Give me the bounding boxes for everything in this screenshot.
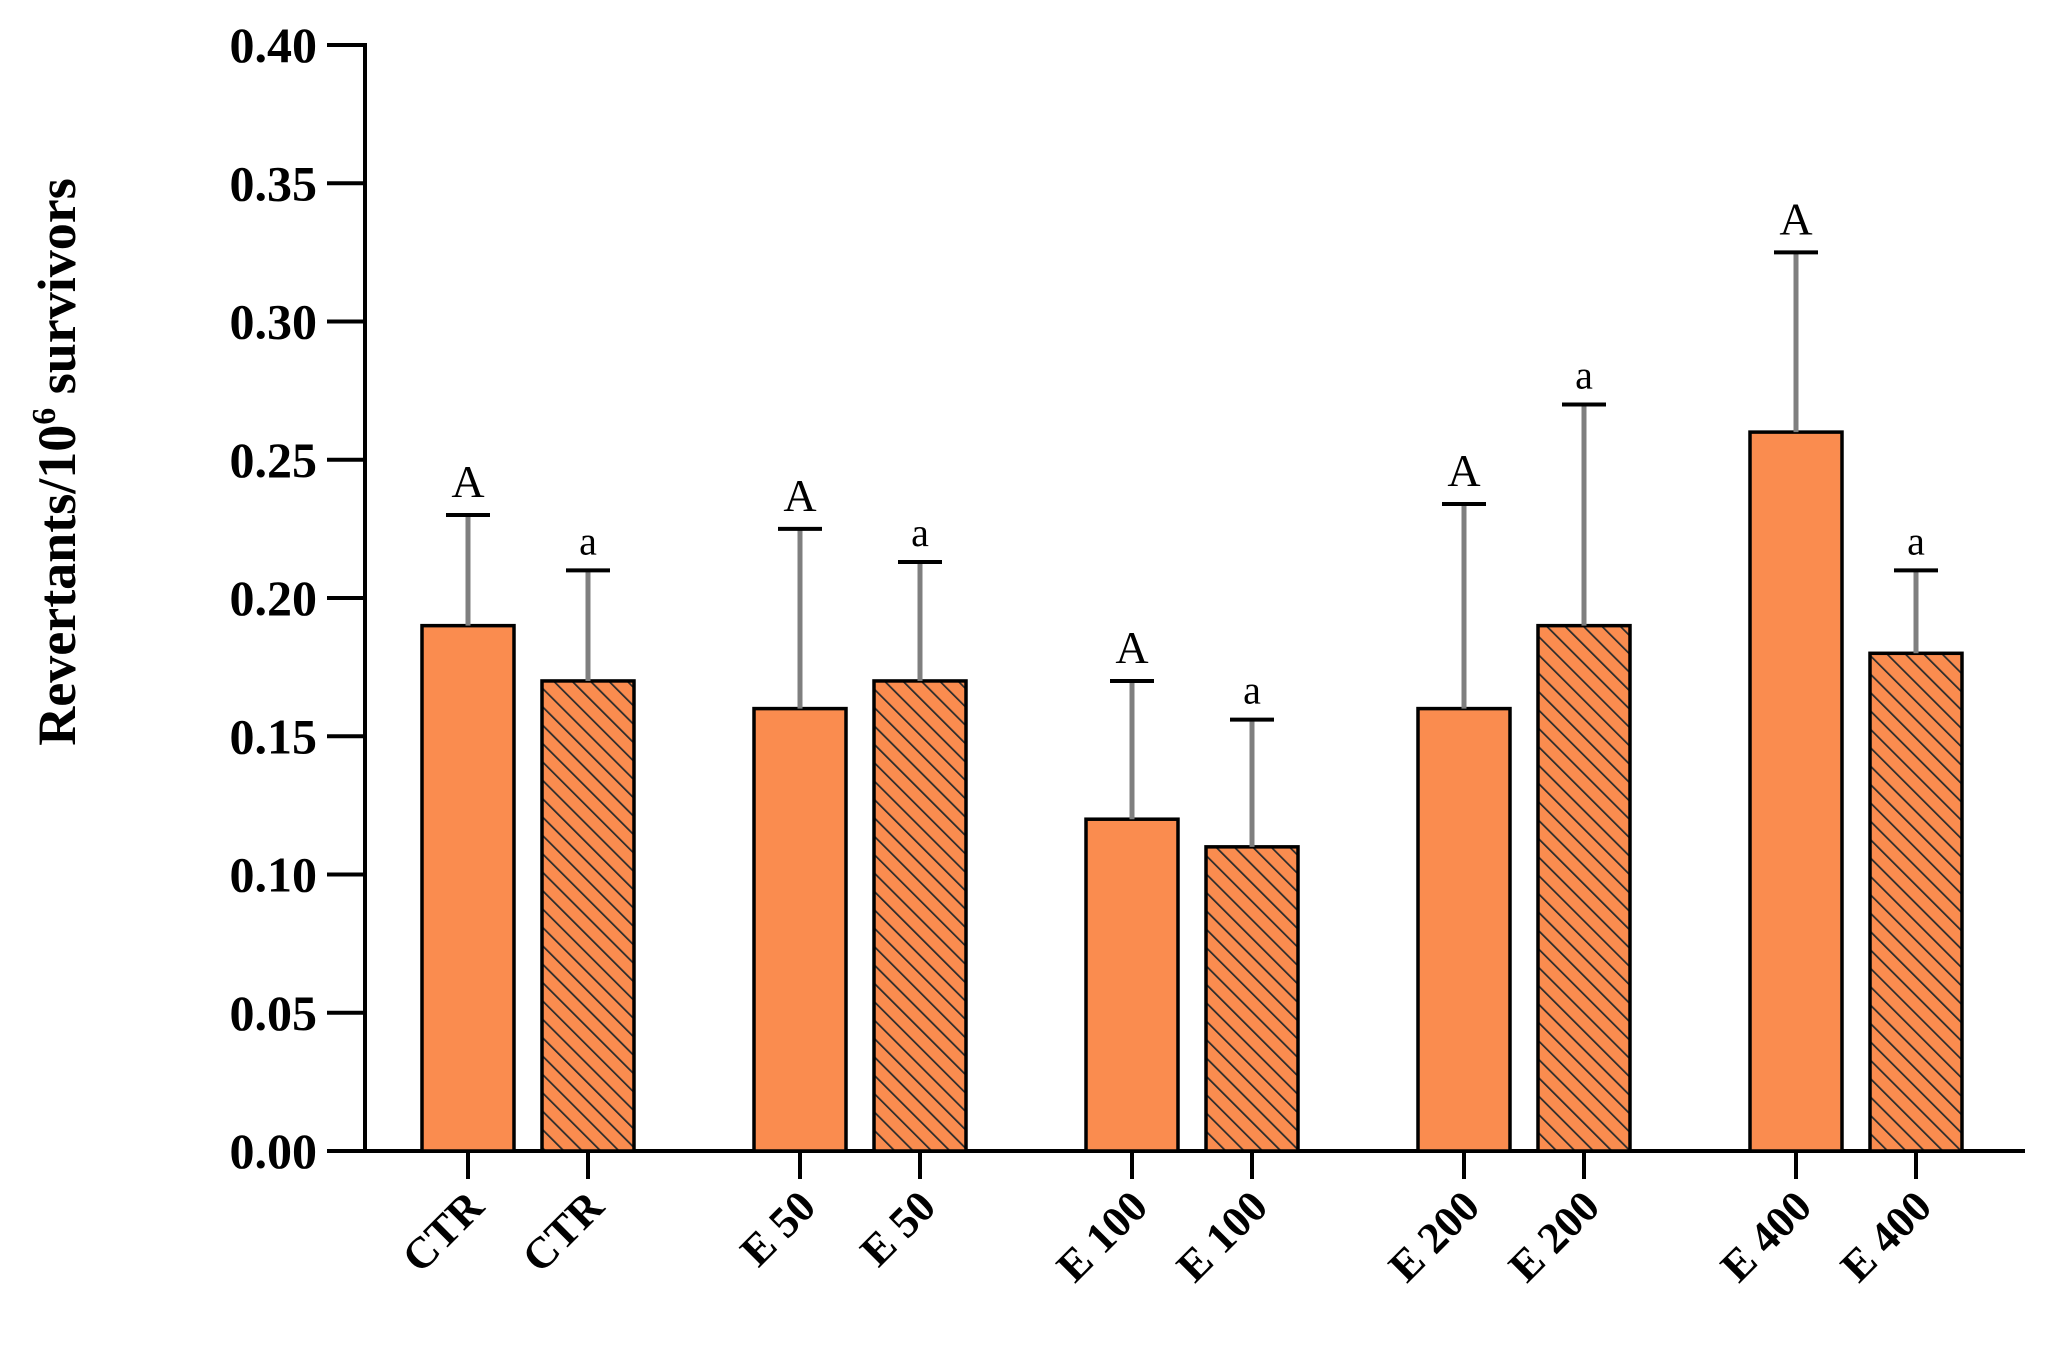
y-tick-label-3: 0.15 [230,708,318,764]
x-tick-label-6: E 200 [1379,1181,1489,1291]
significance-label-8: A [1779,193,1812,244]
y-tick-label-7: 0.35 [230,155,318,211]
significance-label-1: a [579,518,597,563]
significance-label-9: a [1907,518,1925,563]
significance-label-3: a [911,510,929,555]
x-tick-label-1: CTR [513,1181,614,1282]
x-axis: CTR CTR E 50 E 50 E 100 E 100 E 200 E 200 E 400 E… [363,1149,2025,1291]
y-tick-label-6: 0.30 [230,294,318,350]
error-bars [446,250,1938,847]
significance-label-5: a [1243,668,1261,713]
bar-5 [1204,845,1300,1153]
significance-label-4: A [1115,622,1148,673]
significance-label-6: A [1447,445,1480,496]
y-tick-label-5: 0.25 [230,432,318,488]
bar-4 [1084,817,1180,1153]
significance-label-7: a [1575,352,1593,397]
x-tick-label-3: E 50 [851,1181,945,1275]
bar-8 [1748,430,1844,1153]
bar-9 [1868,651,1964,1153]
x-tick-label-4: E 100 [1047,1181,1157,1291]
y-tick-label-4: 0.20 [230,570,318,626]
bars [420,430,1964,1153]
x-tick-label-7: E 200 [1499,1181,1609,1291]
bar-7 [1536,623,1632,1153]
y-tick-label-2: 0.10 [230,847,318,903]
bar-0 [420,623,516,1153]
significance-label-0: A [451,456,484,507]
y-tick-label-1: 0.05 [230,985,318,1041]
y-tick-label-8: 0.40 [230,17,318,73]
x-tick-label-2: E 50 [731,1181,825,1275]
y-axis: 0.00 0.05 0.10 0.15 0.20 0.25 0.30 0.35 0.40 [230,17,367,1179]
bar-2 [752,706,848,1153]
significance-label-2: A [783,470,816,521]
significance-labels: Aa Aa Aa Aa Aa [451,193,1925,712]
x-tick-label-5: E 100 [1167,1181,1277,1291]
bar-1 [540,679,636,1153]
x-tick-label-0: CTR [393,1181,494,1282]
bar-6 [1416,706,1512,1153]
x-tick-label-9: E 400 [1831,1181,1941,1291]
x-tick-label-8: E 400 [1711,1181,1821,1291]
bar-3 [872,679,968,1153]
y-axis-label-text: Revertants/10 [27,425,87,746]
y-axis-label-superscript: 6 [26,408,63,425]
y-axis-label-suffix: survivors [27,178,87,408]
y-tick-label-0: 0.00 [230,1123,318,1179]
y-axis-label: Revertants/106 survivors [26,178,87,745]
